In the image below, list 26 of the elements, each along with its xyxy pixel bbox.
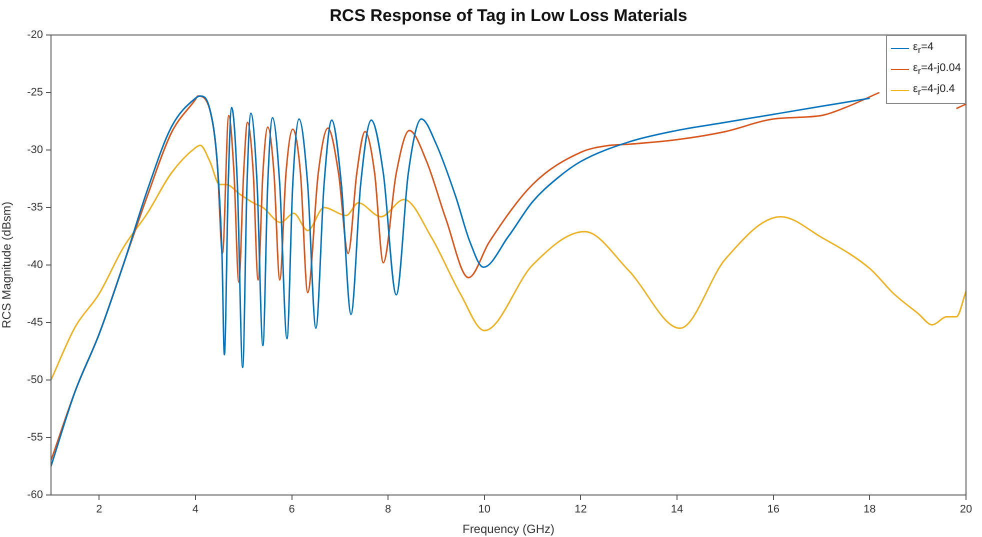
x-tick-label: 2 <box>96 504 102 516</box>
y-tick-label: -40 <box>27 259 43 272</box>
x-tick-label: 10 <box>478 504 491 516</box>
x-axis-title: Frequency (GHz) <box>462 522 555 536</box>
x-tick-label: 12 <box>574 504 587 516</box>
y-tick-label: -50 <box>27 374 43 386</box>
y-tick-label: -60 <box>27 489 43 502</box>
x-tick-label: 6 <box>288 504 295 516</box>
x-tick-label: 14 <box>670 504 684 516</box>
y-tick-label: -25 <box>27 86 43 99</box>
y-axis-title: RCS Magnitude (dBsm) <box>0 202 14 328</box>
legend-label: ε$_{r}$=4-j0.4 <box>912 83 955 98</box>
x-tick-label: 8 <box>385 504 392 516</box>
y-tick-label: -55 <box>27 432 43 444</box>
x-tick-label: 18 <box>864 504 876 516</box>
legend-label: ε$_{r}$=4-j0.04 <box>912 62 961 77</box>
x-tick-label: 20 <box>960 504 972 516</box>
y-tick-label: -20 <box>27 29 43 42</box>
legend-label: ε$_{r}$=4 <box>912 41 934 56</box>
x-tick-label: 4 <box>192 504 199 516</box>
chart-title: RCS Response of Tag in Low Loss Materials <box>328 6 688 26</box>
y-tick-label: -35 <box>27 202 43 214</box>
y-tick-label: -30 <box>27 144 43 156</box>
x-tick-label: 16 <box>767 504 780 516</box>
line-series <box>51 144 966 381</box>
y-tick-label: -45 <box>27 316 43 329</box>
